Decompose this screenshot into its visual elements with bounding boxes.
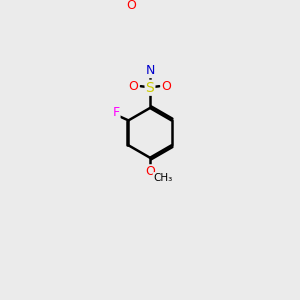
Text: O: O (129, 80, 139, 93)
Text: O: O (127, 0, 136, 12)
Text: N: N (145, 64, 155, 77)
Text: F: F (112, 106, 120, 119)
Text: CH₃: CH₃ (154, 173, 173, 183)
Text: O: O (145, 165, 155, 178)
Text: O: O (161, 80, 171, 93)
Text: S: S (146, 81, 154, 95)
